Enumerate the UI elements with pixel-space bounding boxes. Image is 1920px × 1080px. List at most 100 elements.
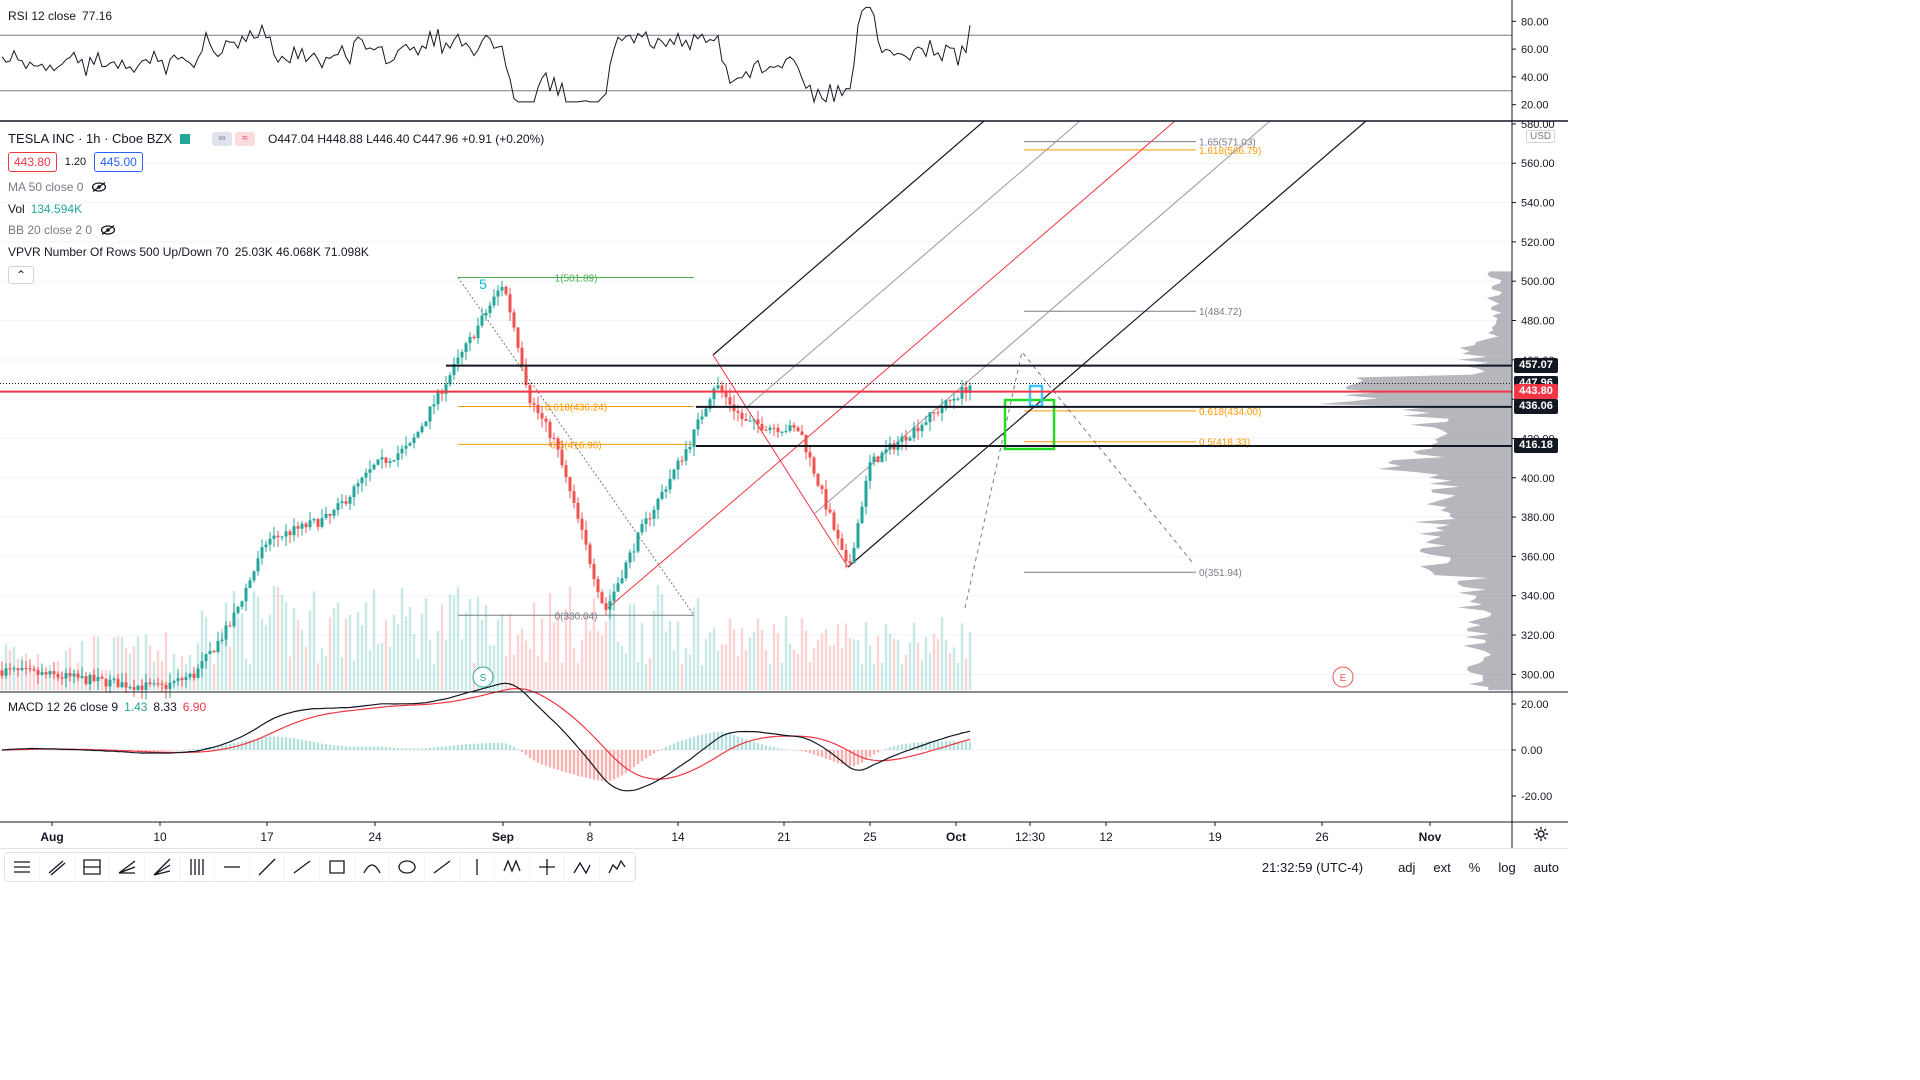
vpvr-legend[interactable]: VPVR Number Of Rows 500 Up/Down 70 25.03… [8, 245, 369, 259]
candle-body [944, 400, 948, 409]
buy-price[interactable]: 445.00 [94, 152, 143, 172]
macd-histogram-bar [916, 742, 920, 750]
macd-histogram-bar [476, 743, 480, 750]
candle-body [376, 459, 380, 465]
candle-body [596, 579, 600, 593]
macd-legend: MACD 12 26 close 9 1.43 8.33 6.90 [8, 700, 206, 714]
price-tick-label: 560.00 [1521, 158, 1555, 170]
line-icon[interactable] [425, 853, 460, 881]
currency-badge[interactable]: USD [1526, 130, 1556, 143]
macd-histogram-bar [820, 750, 824, 758]
candle-body [200, 661, 204, 669]
macd-histogram-bar [640, 750, 644, 762]
volume-bar [396, 624, 400, 690]
candle-body [824, 489, 828, 510]
volume-bar [440, 604, 444, 690]
time-tick-label: 19 [1208, 830, 1222, 844]
chart-canvas[interactable]: 1(501.89)0.618(436.24)0.5(416.96)0(330.0… [0, 0, 1568, 848]
candle-body [336, 503, 340, 510]
adj-toggle[interactable]: adj [1398, 859, 1416, 875]
candle-body [676, 460, 680, 470]
macd-histogram-bar [560, 750, 564, 772]
candle-body [408, 443, 412, 446]
ellipse-icon[interactable] [390, 853, 425, 881]
volume-bar [560, 662, 564, 690]
volume-bar [332, 607, 336, 690]
vertical-line-icon[interactable] [460, 853, 495, 881]
elliott-wave-icon[interactable] [600, 853, 635, 881]
horizontal-line-icon[interactable] [215, 853, 250, 881]
ray-icon[interactable] [110, 853, 145, 881]
price-tag[interactable]: 436.06 [1514, 399, 1558, 415]
time-tick-label: Sep [492, 830, 514, 844]
price-tick-label: 540.00 [1521, 198, 1555, 210]
candle-body [792, 425, 796, 428]
sell-price[interactable]: 443.80 [8, 152, 57, 172]
volume-bar [120, 636, 124, 690]
volume-bar [360, 624, 364, 690]
drawings[interactable]: 1(501.89)0.618(436.24)0.5(416.96)0(330.0… [457, 120, 1367, 688]
volume-bar [576, 663, 580, 690]
fib-ext-label: 1.618(566.79) [1199, 146, 1261, 157]
macd-histogram-bar [408, 748, 412, 750]
compare-icon[interactable]: ∞ [212, 131, 233, 146]
macd-histogram-bar [260, 737, 264, 750]
macd-histogram-bar [772, 747, 776, 750]
ray-line-icon[interactable] [285, 853, 320, 881]
horizontal-levels[interactable] [0, 364, 1512, 447]
hidden-eye-icon[interactable] [100, 225, 116, 235]
price-tag[interactable]: 457.07 [1514, 358, 1558, 374]
auto-toggle[interactable]: auto [1533, 859, 1559, 875]
macd-histogram-bar [200, 748, 204, 750]
price-tag[interactable]: 443.80 [1514, 384, 1558, 400]
candle-body [72, 673, 76, 677]
candle-body [928, 412, 932, 423]
cross-line-icon[interactable] [530, 853, 565, 881]
vol-legend[interactable]: Vol 134.594K [8, 202, 82, 216]
gann-box-icon[interactable] [180, 853, 215, 881]
candle-body [864, 480, 868, 507]
percent-toggle[interactable]: % [1468, 859, 1481, 875]
trend-line-icon[interactable] [250, 853, 285, 881]
macd-histogram-bar [348, 746, 352, 750]
candle-body [532, 403, 536, 405]
macd-histogram-bar [732, 735, 736, 750]
fib-fan-icon[interactable] [145, 853, 180, 881]
ma-legend[interactable]: MA 50 close 0 [8, 180, 107, 194]
candle-body [276, 535, 280, 538]
rsi-pane [0, 6, 1512, 104]
volume-bar [696, 597, 700, 690]
volume-bar [668, 620, 672, 690]
candle-body [176, 678, 180, 682]
candle-body [268, 538, 272, 545]
bottom-bar: 21:32:59 (UTC-4) adj ext % log auto [0, 848, 1568, 884]
pitchfork-inner [745, 120, 1081, 409]
symbol-title[interactable]: TESLA INC · 1h · Cboe BZX [8, 131, 173, 146]
parallel-channel-icon[interactable] [40, 853, 75, 881]
candle-body [844, 550, 848, 562]
bb-legend[interactable]: BB 20 close 2 0 [8, 223, 116, 237]
alert-icon[interactable]: ≈ [235, 131, 256, 146]
ext-toggle[interactable]: ext [1433, 859, 1451, 875]
horizontal-lines-icon[interactable] [5, 853, 40, 881]
macd-histogram-bar [148, 750, 152, 752]
volume-bar [124, 648, 128, 690]
candle-body [516, 327, 520, 348]
volume-bar [344, 618, 348, 690]
volume-bar [144, 634, 148, 690]
candle-body [604, 603, 608, 610]
volume-bar [744, 650, 748, 690]
collapse-legend-button[interactable]: ⌃ [8, 266, 34, 284]
candle-body [388, 461, 392, 463]
macd-histogram-bar [552, 750, 556, 769]
arc-icon[interactable] [355, 853, 390, 881]
gear-icon[interactable] [1533, 826, 1549, 842]
abc-pattern-icon[interactable] [565, 853, 600, 881]
hidden-eye-icon[interactable] [91, 182, 107, 192]
xabcd-pattern-icon[interactable] [495, 853, 530, 881]
rectangle-icon[interactable] [320, 853, 355, 881]
pitchfork-icon[interactable] [75, 853, 110, 881]
candle-body [460, 351, 464, 358]
price-tag[interactable]: 416.18 [1514, 438, 1558, 454]
log-toggle[interactable]: log [1498, 859, 1516, 875]
